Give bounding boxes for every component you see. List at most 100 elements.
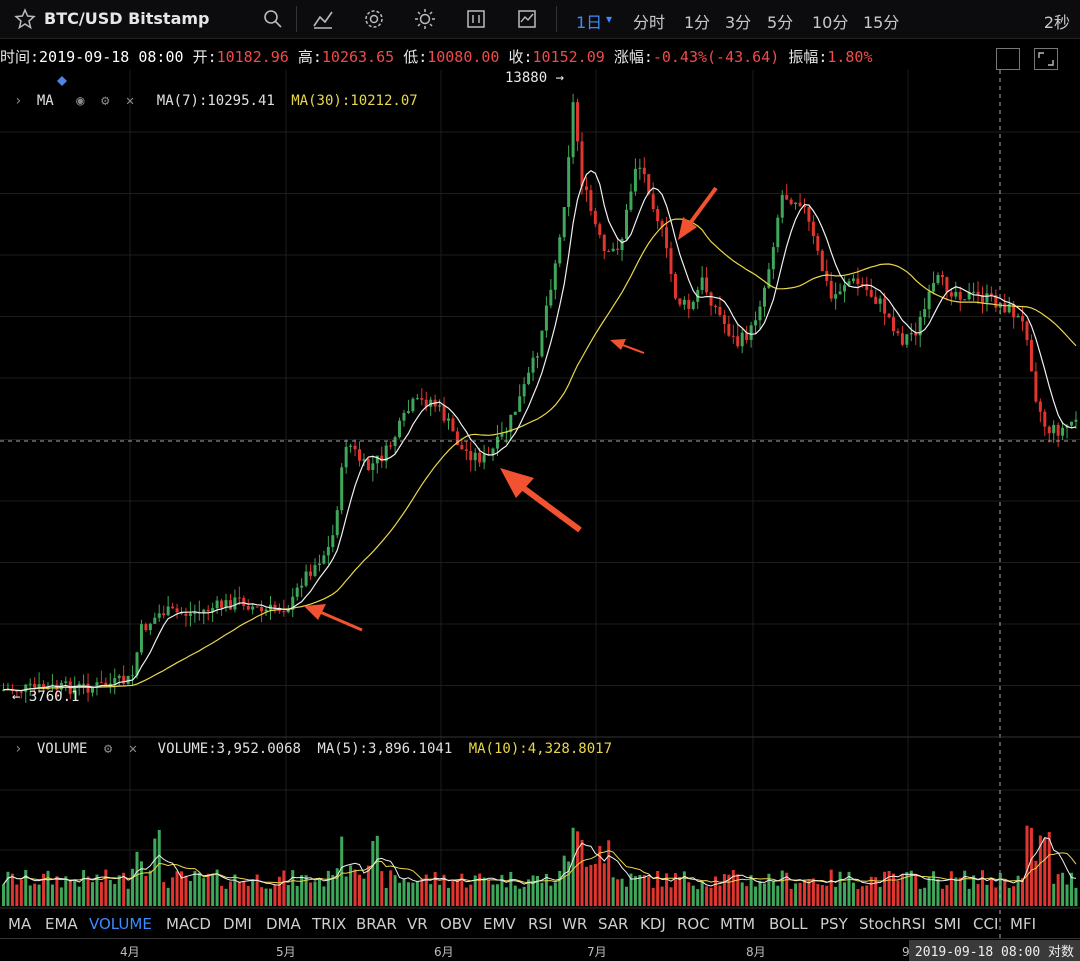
settings-icon[interactable]: ⚙ bbox=[101, 93, 110, 109]
indicator-tab-sar[interactable]: SAR bbox=[598, 915, 629, 933]
indicator-tab-mtm[interactable]: MTM bbox=[720, 915, 756, 933]
volume-ma10-label: MA(10): bbox=[468, 741, 528, 757]
close-icon[interactable]: ✕ bbox=[128, 741, 138, 757]
resolution-3m[interactable]: 3分 bbox=[725, 13, 752, 32]
symbol-title[interactable]: BTC/USD Bitstamp bbox=[44, 9, 210, 28]
volume-label: VOLUME: bbox=[157, 741, 217, 757]
indicator-tab-vr[interactable]: VR bbox=[407, 915, 428, 933]
crosshair-time-label: 2019-09-18 08:00 对数 bbox=[908, 940, 1080, 961]
search-icon[interactable] bbox=[262, 8, 284, 30]
indicator-tab-mfi[interactable]: MFI bbox=[1010, 915, 1036, 933]
current-bar-marker bbox=[57, 76, 67, 86]
low-value: 10080.00 bbox=[427, 48, 500, 66]
axis-label-jul: 7月 bbox=[587, 945, 607, 959]
close-label: 收: bbox=[508, 48, 533, 66]
indicator-tabs: MA EMA VOLUME MACD DMI DMA TRIX BRAR VR OBV EMV RSI… bbox=[0, 912, 1080, 936]
toolbar-divider bbox=[296, 6, 297, 32]
resolution-timeline[interactable]: 分时 bbox=[633, 13, 666, 32]
resolution-15m[interactable]: 15分 bbox=[863, 13, 900, 32]
chevron-down-icon[interactable]: ▾ bbox=[606, 12, 613, 26]
volume-value: 3,952.0068 bbox=[216, 741, 301, 757]
time-label: 时间: bbox=[0, 48, 40, 66]
volume-ma5-value: 3,896.1041 bbox=[367, 741, 453, 757]
toolbar: BTC/USD Bitstamp 1日 ▾ 分时 1分 3分 5分 10分 15… bbox=[0, 0, 1080, 39]
high-price-value: 13880 bbox=[505, 70, 548, 86]
ma30-label: MA(30): bbox=[291, 93, 351, 109]
resolution-5m[interactable]: 5分 bbox=[767, 13, 794, 32]
resolution-1m[interactable]: 1分 bbox=[684, 13, 711, 32]
indicator-tab-volume[interactable]: VOLUME bbox=[89, 915, 152, 933]
high-label: 高: bbox=[297, 48, 322, 66]
axis-label-apr: 4月 bbox=[120, 945, 140, 959]
refresh-interval[interactable]: 2秒 bbox=[1043, 13, 1070, 32]
high-value: 10263.65 bbox=[321, 48, 395, 66]
resolution-10m[interactable]: 10分 bbox=[812, 13, 849, 32]
indicator-tab-smi[interactable]: SMI bbox=[934, 915, 961, 933]
chart-grid bbox=[0, 70, 1080, 908]
amplitude-value: 1.80% bbox=[827, 48, 873, 66]
open-value: 10182.96 bbox=[216, 48, 289, 66]
indicator-tab-macd[interactable]: MACD bbox=[166, 915, 211, 933]
axis-label-jun: 6月 bbox=[434, 945, 454, 959]
fullscreen-chart-icon[interactable] bbox=[465, 8, 487, 30]
close-value: 10152.09 bbox=[532, 48, 605, 66]
indicator-tab-boll[interactable]: BOLL bbox=[769, 915, 808, 933]
indicators-icon[interactable] bbox=[312, 8, 334, 30]
change-label: 涨幅: bbox=[613, 48, 653, 66]
indicator-tab-kdj[interactable]: KDJ bbox=[640, 915, 666, 933]
indicator-tab-obv[interactable]: OBV bbox=[440, 915, 472, 933]
settings-icon[interactable] bbox=[363, 8, 385, 30]
annotation-arrows bbox=[304, 186, 718, 632]
star-icon[interactable] bbox=[14, 8, 36, 30]
log-scale-toggle[interactable]: 对数 bbox=[1047, 945, 1074, 960]
change-value: -0.43%(-43.64) bbox=[652, 48, 780, 66]
toolbar-divider bbox=[556, 6, 557, 32]
ma-indicator-name[interactable]: MA bbox=[36, 93, 54, 109]
axis-label-may: 5月 bbox=[276, 945, 296, 959]
indicator-tab-dmi[interactable]: DMI bbox=[223, 915, 252, 933]
crosshair-time-value: 2019-09-18 08:00 bbox=[914, 945, 1041, 960]
indicator-tab-wr[interactable]: WR bbox=[562, 915, 588, 933]
high-price-tag: 13880 → bbox=[505, 70, 565, 86]
close-icon[interactable]: ✕ bbox=[125, 93, 135, 109]
screenshot-icon[interactable] bbox=[516, 8, 538, 30]
indicator-tab-emv[interactable]: EMV bbox=[483, 915, 516, 933]
candlesticks bbox=[2, 93, 1078, 704]
ma7-line bbox=[3, 169, 1077, 692]
low-price-tag: ← 3760.1 bbox=[12, 689, 80, 705]
eye-icon[interactable]: ◉ bbox=[76, 93, 85, 109]
resolution-1d[interactable]: 1日 bbox=[576, 13, 603, 32]
ma7-value: 10295.41 bbox=[207, 93, 275, 109]
indicator-tab-psy[interactable]: PSY bbox=[820, 915, 848, 933]
ma30-line bbox=[3, 218, 1077, 692]
settings-icon[interactable]: ⚙ bbox=[103, 741, 113, 757]
amplitude-label: 振幅: bbox=[788, 48, 828, 66]
indicator-tab-roc[interactable]: ROC bbox=[677, 915, 710, 933]
ma30-value: 10212.07 bbox=[350, 93, 418, 109]
volume-legend: › VOLUME ⚙ ✕ VOLUME:3,952.0068 MA(5):3,8… bbox=[14, 741, 613, 757]
low-price-value: 3760.1 bbox=[28, 689, 80, 705]
ma7-label: MA(7): bbox=[156, 93, 208, 109]
indicator-tab-ema[interactable]: EMA bbox=[45, 915, 78, 933]
open-label: 开: bbox=[192, 48, 217, 66]
indicator-tab-dma[interactable]: DMA bbox=[266, 915, 301, 933]
indicator-tab-rsi[interactable]: RSI bbox=[528, 915, 553, 933]
volume-ma5-line bbox=[3, 837, 1077, 887]
volume-ma10-value: 4,328.8017 bbox=[527, 741, 613, 757]
indicator-tab-ma[interactable]: MA bbox=[8, 915, 32, 933]
chart-layout-button[interactable] bbox=[996, 48, 1020, 70]
ohlc-info: 时间:2019-09-18 08:00 开:10182.96 高:10263.6… bbox=[0, 46, 873, 66]
indicator-tab-brar[interactable]: BRAR bbox=[356, 915, 397, 933]
indicator-tab-cci[interactable]: CCI bbox=[973, 915, 999, 933]
ma-legend: › MA ◉ ⚙ ✕ MA(7):10295.41 MA(30):10212.0… bbox=[14, 93, 418, 109]
low-label: 低: bbox=[403, 48, 428, 66]
indicator-tab-stochrsi[interactable]: StochRSI bbox=[859, 915, 926, 933]
axis-label-aug: 8月 bbox=[746, 945, 766, 959]
indicator-tab-trix[interactable]: TRIX bbox=[312, 915, 347, 933]
time-value: 2019-09-18 08:00 bbox=[39, 48, 184, 66]
volume-bars bbox=[2, 825, 1078, 906]
volume-indicator-name[interactable]: VOLUME bbox=[36, 741, 88, 757]
theme-icon[interactable] bbox=[414, 8, 436, 30]
expand-icon[interactable] bbox=[1034, 48, 1058, 70]
